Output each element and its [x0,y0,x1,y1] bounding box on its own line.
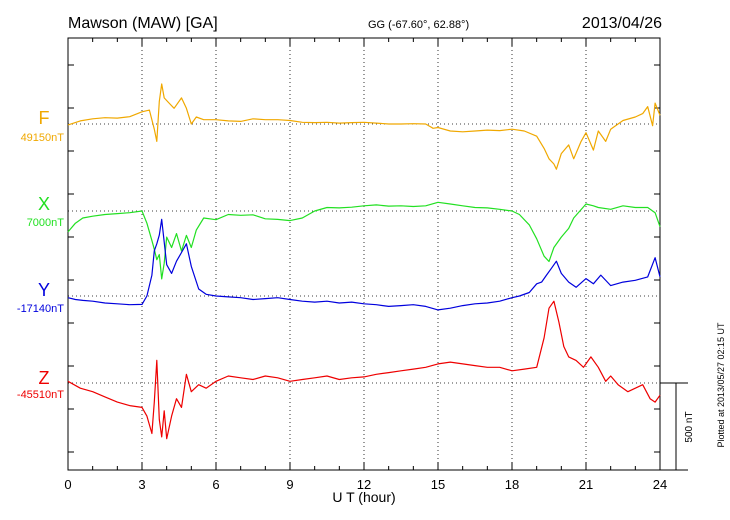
plotted-timestamp: Plotted at 2013/05/27 02:15 UT [716,322,726,448]
x-tick-label-0: 0 [64,477,71,492]
x-tick-label-6: 6 [212,477,219,492]
baseline-value-Z: -45510nT [17,389,64,401]
x-tick-label-24: 24 [653,477,667,492]
x-tick-label-3: 3 [138,477,145,492]
series-labels: F 49150nT X 7000nT Y -17140nT Z-45510nT [17,108,64,401]
scale-bar [660,382,688,471]
series-name-Y: Y [38,280,50,300]
coordinates-label: GG (-67.60°, 62.88°) [368,19,469,31]
series-name-F: F [39,108,50,128]
date-label: 2013/04/26 [582,15,662,32]
x-tick-label-15: 15 [431,477,445,492]
baseline-value-X: 7000nT [27,217,65,229]
x-tick-label-18: 18 [505,477,519,492]
x-tick-label-21: 21 [579,477,593,492]
scale-bar-label: 500 nT [684,411,695,442]
x-tick-label-12: 12 [357,477,371,492]
series-line-F [67,83,661,170]
series-lines [67,83,661,440]
series-name-Z: Z [39,368,50,388]
baseline-value-Y: -17140nT [17,303,64,315]
series-name-X: X [38,194,50,214]
x-tick-label-9: 9 [286,477,293,492]
series-line-Y [67,218,661,311]
series-line-Z [67,300,661,440]
station-title: Mawson (MAW) [GA] [68,15,218,32]
x-axis-ticks: 0 3 6 9 12 15 18 21 24 [64,38,667,492]
series-line-X [67,201,661,280]
baseline-value-F: 49150nT [21,132,65,144]
grid-lines [68,38,660,470]
x-axis-label: U T (hour) [332,489,395,505]
